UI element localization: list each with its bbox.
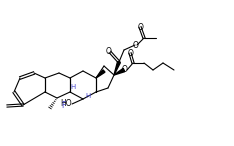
Text: O: O xyxy=(128,48,134,58)
Text: O: O xyxy=(122,66,128,74)
Text: O: O xyxy=(138,22,144,32)
Text: HO: HO xyxy=(60,100,72,108)
Text: F: F xyxy=(61,101,65,111)
Text: O: O xyxy=(133,40,139,49)
Text: H: H xyxy=(70,84,76,90)
Polygon shape xyxy=(114,61,121,75)
Polygon shape xyxy=(96,70,105,78)
Text: O: O xyxy=(106,47,112,57)
Polygon shape xyxy=(114,68,125,75)
Text: H: H xyxy=(85,93,91,99)
